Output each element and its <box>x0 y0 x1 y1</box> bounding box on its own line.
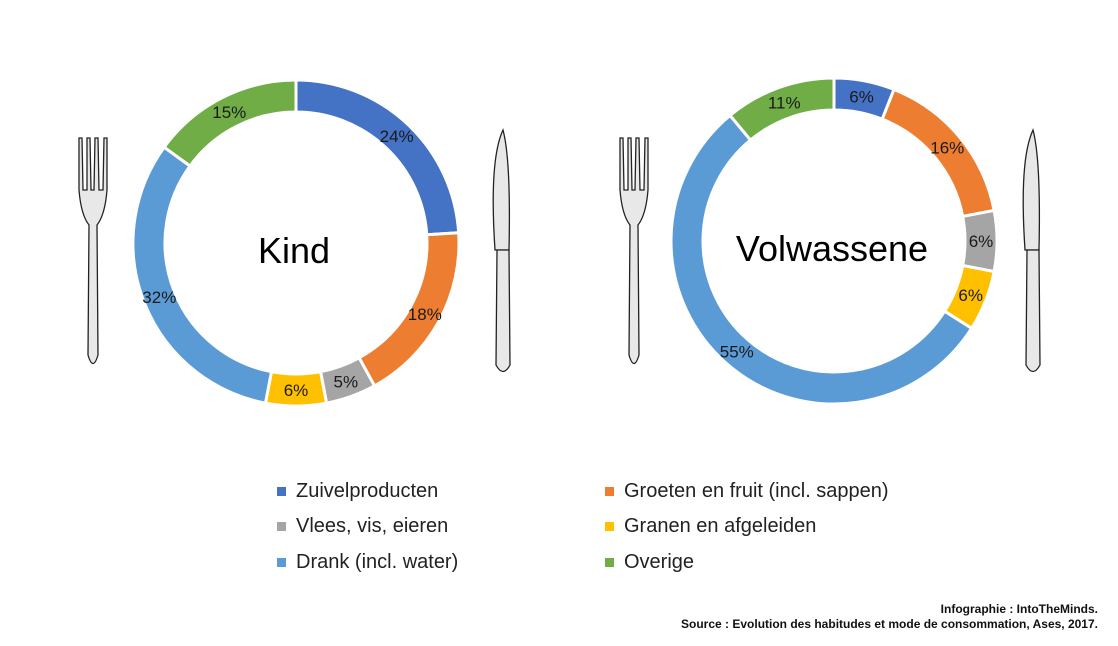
donut-volwassene: 6% 16% 6% 6% 55% 11% Volwassene <box>669 76 999 406</box>
donut-center-title: Volwassene <box>736 228 928 269</box>
donut-segment <box>669 113 974 406</box>
legend-label: Groeten en fruit (incl. sappen) <box>624 480 889 502</box>
infographic-credit: Infographie : IntoTheMinds. <box>940 602 1098 616</box>
legend-swatch <box>277 522 286 531</box>
data-label: 6% <box>969 232 994 251</box>
legend-item: Zuivelproducten <box>277 480 438 503</box>
donut-segment <box>727 76 836 143</box>
legend-item: Overige <box>605 551 694 574</box>
legend-swatch <box>277 487 286 496</box>
donut-kind: 24% 18% 5% 6% 32% 15% Kind <box>131 78 461 408</box>
data-label: 16% <box>930 138 964 157</box>
data-label: 55% <box>720 342 754 361</box>
knife-icon <box>492 128 511 373</box>
legend-swatch <box>605 487 614 496</box>
source-credit: Source : Evolution des habitudes et mode… <box>681 617 1098 631</box>
data-label: 15% <box>212 103 246 122</box>
legend-item: Granen en afgeleiden <box>605 515 816 538</box>
legend-label: Overige <box>624 551 695 573</box>
data-label: 6% <box>284 381 309 400</box>
data-label: 24% <box>380 127 414 146</box>
legend-swatch <box>277 558 286 567</box>
legend-swatch <box>605 522 614 531</box>
donut-segment <box>294 78 461 237</box>
legend-label: Zuivelproducten <box>296 480 439 502</box>
data-label: 11% <box>768 94 801 113</box>
data-label: 32% <box>142 288 176 307</box>
cutlery-illustrations <box>78 128 1041 373</box>
donut-segment <box>131 145 274 405</box>
data-label: 6% <box>849 88 874 107</box>
fork-icon <box>78 137 108 365</box>
data-label: 18% <box>408 305 442 324</box>
knife-icon <box>1022 128 1041 373</box>
data-label: 5% <box>334 372 359 391</box>
donut-center-title: Kind <box>258 230 330 271</box>
legend-item: Vlees, vis, eieren <box>277 515 448 538</box>
legend-label: Drank (incl. water) <box>296 551 459 573</box>
legend-swatch <box>605 558 614 567</box>
legend-label: Granen en afgeleiden <box>624 515 817 537</box>
fork-icon <box>619 137 649 365</box>
data-label: 6% <box>958 286 983 305</box>
legend-item: Drank (incl. water) <box>277 551 458 574</box>
legend-label: Vlees, vis, eieren <box>296 515 449 537</box>
legend-item: Groeten en fruit (incl. sappen) <box>605 480 889 503</box>
donut-segment <box>162 78 298 169</box>
